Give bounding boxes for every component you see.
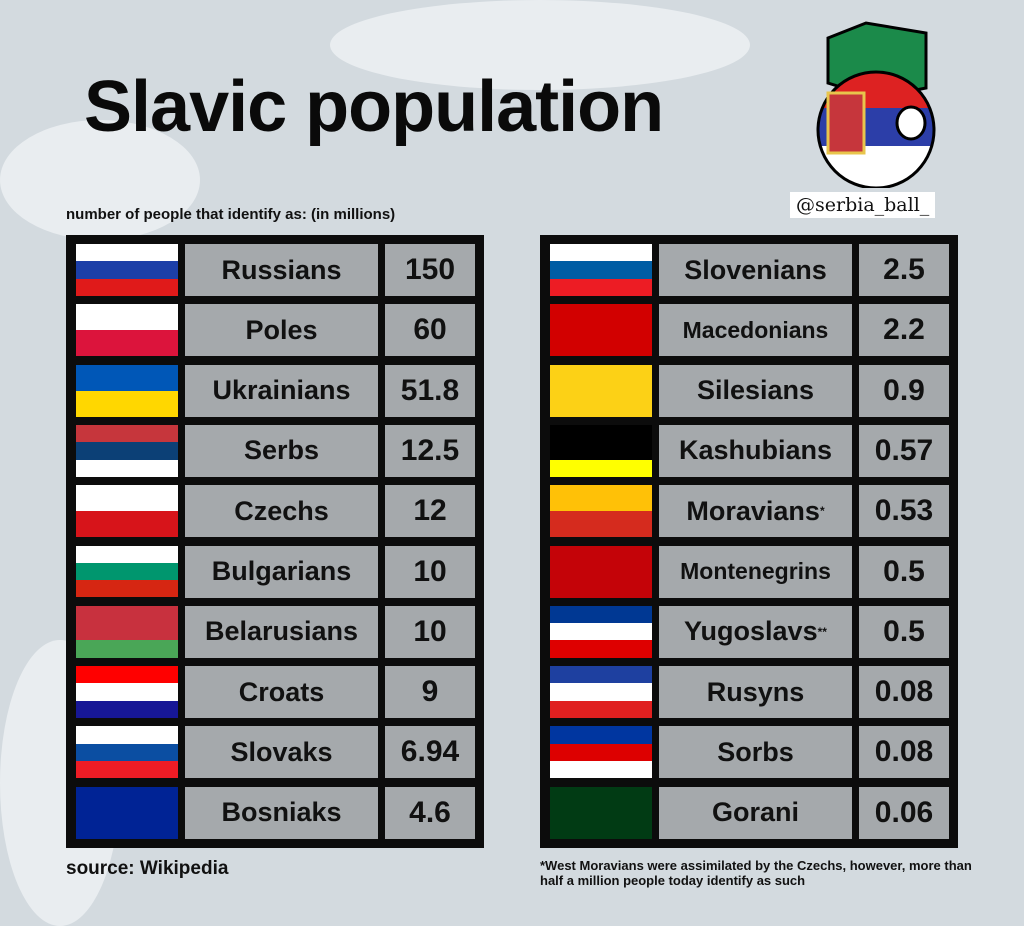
table-row: Bosniaks 4.6 — [66, 786, 484, 839]
table-row: Belarusians 10 — [66, 605, 484, 658]
people-name: Rusyns — [659, 666, 852, 719]
table-row: Slovaks 6.94 — [66, 726, 484, 779]
people-name: Moravians * — [659, 485, 852, 538]
population-value: 4.6 — [385, 786, 475, 839]
population-value: 10 — [385, 605, 475, 658]
map-landmass — [0, 120, 200, 240]
flag-icon — [76, 244, 178, 296]
flag-icon — [550, 726, 652, 779]
people-name: Gorani — [659, 786, 852, 839]
table-row: Montenegrins 0.5 — [540, 545, 958, 598]
people-name: Croats — [185, 666, 378, 719]
people-name: Poles — [185, 304, 378, 357]
population-value: 9 — [385, 666, 475, 719]
population-value: 0.08 — [859, 666, 949, 719]
population-value: 2.2 — [859, 304, 949, 357]
people-name: Yugoslavs ** — [659, 605, 852, 658]
people-name: Silesians — [659, 364, 852, 417]
people-name: Ukrainians — [185, 364, 378, 417]
flag-icon — [550, 304, 652, 357]
table-row: Yugoslavs ** 0.5 — [540, 605, 958, 658]
flag-icon — [550, 545, 652, 598]
author-handle: @serbia_ball_ — [790, 192, 936, 218]
flag-icon — [550, 364, 652, 417]
page-title: Slavic population — [84, 67, 664, 147]
table-row: Croats 9 — [66, 666, 484, 719]
table-row: Silesians 0.9 — [540, 364, 958, 417]
people-name: Sorbs — [659, 726, 852, 779]
table-row: Macedonians 2.2 — [540, 304, 958, 357]
table-row: Sorbs 0.08 — [540, 726, 958, 779]
population-value: 12 — [385, 485, 475, 538]
population-value: 0.5 — [859, 605, 949, 658]
population-value: 12.5 — [385, 424, 475, 477]
table-row: Moravians * 0.53 — [540, 485, 958, 538]
flag-icon — [550, 605, 652, 658]
flag-icon — [550, 666, 652, 719]
table-row: Gorani 0.06 — [540, 786, 958, 839]
table-row: Russians 150 — [66, 244, 484, 296]
people-name: Belarusians — [185, 605, 378, 658]
population-value: 10 — [385, 545, 475, 598]
flag-icon — [76, 605, 178, 658]
flag-icon — [76, 545, 178, 598]
people-name: Slovenians — [659, 244, 852, 296]
flag-icon — [76, 786, 178, 839]
table-row: Slovenians 2.5 — [540, 244, 958, 296]
population-value: 2.5 — [859, 244, 949, 296]
flag-icon — [550, 244, 652, 296]
table-row: Bulgarians 10 — [66, 545, 484, 598]
flag-icon — [550, 424, 652, 477]
flag-icon — [76, 304, 178, 357]
table-right: Slovenians 2.5 Macedonians 2.2 Silesians 0.9 K… — [540, 235, 958, 848]
people-name: Montenegrins — [659, 545, 852, 598]
serbia-ball-mascot — [816, 21, 936, 188]
table-row: Ukrainians 51.8 — [66, 364, 484, 417]
population-value: 0.57 — [859, 424, 949, 477]
population-value: 150 — [385, 244, 475, 296]
footnote: *West Moravians were assimilated by the … — [540, 858, 972, 888]
population-value: 0.5 — [859, 545, 949, 598]
table-row: Kashubians 0.57 — [540, 424, 958, 477]
table-row: Czechs 12 — [66, 485, 484, 538]
people-name: Macedonians — [659, 304, 852, 357]
flag-icon — [76, 666, 178, 719]
source-note: source: Wikipedia — [66, 858, 229, 879]
people-name: Czechs — [185, 485, 378, 538]
people-name: Bulgarians — [185, 545, 378, 598]
population-value: 0.53 — [859, 485, 949, 538]
population-value: 0.06 — [859, 786, 949, 839]
flag-icon — [550, 485, 652, 538]
subtitle: number of people that identify as: (in m… — [66, 206, 396, 223]
population-value: 0.08 — [859, 726, 949, 779]
people-name: Serbs — [185, 424, 378, 477]
population-value: 6.94 — [385, 726, 475, 779]
people-name: Slovaks — [185, 726, 378, 779]
population-value: 60 — [385, 304, 475, 357]
table-row: Poles 60 — [66, 304, 484, 357]
flag-icon — [76, 485, 178, 538]
people-name: Bosniaks — [185, 786, 378, 839]
flag-icon — [550, 786, 652, 839]
table-row: Serbs 12.5 — [66, 424, 484, 477]
people-name: Kashubians — [659, 424, 852, 477]
population-value: 51.8 — [385, 364, 475, 417]
flag-icon — [76, 424, 178, 477]
population-value: 0.9 — [859, 364, 949, 417]
people-name: Russians — [185, 244, 378, 296]
table-left: Russians 150 Poles 60 Ukrainians 51.8 Serbs 12.… — [66, 235, 484, 848]
table-row: Rusyns 0.08 — [540, 666, 958, 719]
flag-icon — [76, 726, 178, 779]
map-landmass — [330, 0, 750, 90]
flag-icon — [76, 364, 178, 417]
